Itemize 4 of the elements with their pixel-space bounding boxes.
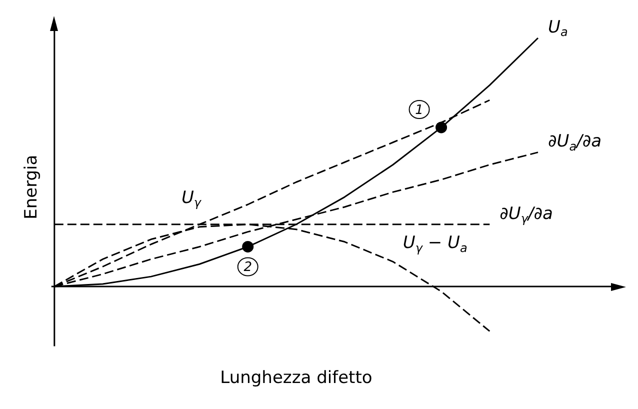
x-axis-title: Lunghezza difetto [220, 368, 372, 388]
y-axis-title: Energia [22, 154, 42, 220]
annotation: 1 [415, 102, 424, 118]
annotation: 2 [244, 260, 252, 276]
